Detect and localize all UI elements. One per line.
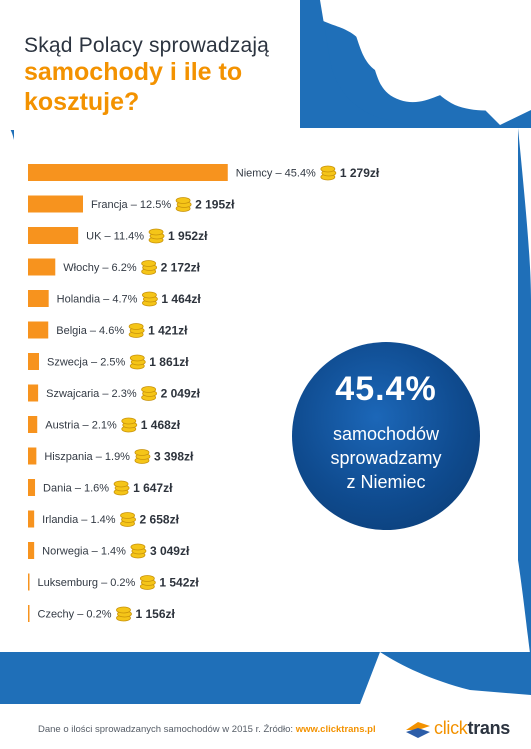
- bar-label: UK – 11.4%: [86, 231, 144, 243]
- coin-stack-icon: [130, 543, 147, 559]
- bar-czechy: [28, 605, 30, 622]
- price-label: 1 156zł: [135, 607, 175, 621]
- bar-label: Luksemburg – 0.2%: [38, 577, 136, 589]
- price-label: 1 421zł: [148, 324, 188, 338]
- bar-label: Austria – 2.1%: [45, 420, 117, 432]
- bar-niemcy: [28, 164, 228, 181]
- price-label: 1 279zł: [340, 166, 380, 180]
- bar-holandia: [28, 290, 49, 307]
- coin-stack-icon: [141, 260, 158, 275]
- coin-stack-icon: [113, 480, 130, 496]
- highlight-line-3: z Niemiec: [346, 472, 426, 492]
- coin-stack-icon: [148, 228, 165, 244]
- bar-irlandia: [28, 510, 35, 528]
- bar-szwecja: [28, 353, 39, 370]
- highlight-circle: 45.4% samochodów sprowadzamy z Niemiec: [292, 342, 480, 530]
- price-label: 2 658zł: [140, 513, 180, 527]
- clicktrans-logo-icon: [406, 722, 430, 738]
- bar-norwegia: [28, 542, 35, 559]
- bar-label: Niemcy – 45.4%: [236, 168, 316, 180]
- bar-hiszpania: [28, 447, 37, 465]
- bar-label: Czechy – 0.2%: [38, 609, 112, 621]
- highlight-percent: 45.4%: [335, 370, 437, 408]
- coin-stack-icon: [116, 606, 132, 622]
- coin-stack-icon: [139, 575, 156, 590]
- coin-stack-icon: [320, 165, 337, 181]
- footer-caption: Dane o ilości sprowadzanych samochodów w…: [38, 724, 294, 735]
- title-line-3: kosztuje?: [24, 88, 140, 116]
- coin-stack-icon: [120, 512, 136, 527]
- title-line-2: samochody i ile to: [24, 58, 243, 86]
- bar-luksemburg: [28, 573, 30, 591]
- bar-chart: Niemcy – 45.4% 1 279zł Francja – 12.5% 2 19…: [28, 164, 380, 622]
- bar-włochy: [28, 258, 56, 276]
- bar-belgia: [28, 321, 49, 339]
- coin-stack-icon: [175, 197, 192, 212]
- bar-label: Francja – 12.5%: [91, 199, 171, 211]
- coin-stack-icon: [128, 323, 145, 338]
- logo-trans: trans: [467, 718, 511, 738]
- footer: Dane o ilości sprowadzanych samochodów w…: [0, 704, 531, 749]
- bar-label: Irlandia – 1.4%: [42, 514, 116, 526]
- price-label: 1 952zł: [168, 229, 208, 243]
- bar-label: Holandia – 4.7%: [57, 294, 138, 306]
- coin-stack-icon: [134, 449, 151, 464]
- coin-stack-icon: [129, 354, 146, 370]
- price-label: 1 647zł: [133, 481, 173, 495]
- bar-szwajcaria: [28, 384, 39, 402]
- price-label: 1 464zł: [161, 292, 201, 306]
- bar-francja: [28, 195, 83, 213]
- bar-label: Szwecja – 2.5%: [47, 357, 125, 369]
- bar-austria: [28, 416, 38, 433]
- price-label: 3 049zł: [150, 544, 190, 558]
- logo-click: click: [434, 718, 468, 738]
- coin-stack-icon: [121, 417, 138, 433]
- clicktrans-logo-text: clicktrans: [434, 718, 510, 739]
- footer-text: Dane o ilości sprowadzanych samochodów w…: [38, 724, 376, 735]
- highlight-line-2: sprowadzamy: [330, 448, 442, 468]
- coin-stack-icon: [142, 291, 158, 307]
- bar-label: Włochy – 6.2%: [63, 262, 137, 274]
- highlight-line-1: samochodów: [332, 424, 440, 444]
- title-line-1: Skąd Polacy sprowadzają: [24, 34, 270, 57]
- price-label: 2 049zł: [161, 387, 201, 401]
- coin-stack-icon: [141, 386, 158, 401]
- price-label: 1 861zł: [149, 355, 189, 369]
- bar-dania: [28, 479, 36, 496]
- bar-label: Hiszpania – 1.9%: [44, 451, 130, 463]
- footer-source-link[interactable]: www.clicktrans.pl: [295, 724, 376, 735]
- price-label: 1 468zł: [141, 418, 181, 432]
- bar-label: Norwegia – 1.4%: [42, 546, 126, 558]
- bar-label: Belgia – 4.6%: [56, 325, 124, 337]
- price-label: 2 195zł: [195, 198, 235, 212]
- price-label: 3 398zł: [154, 450, 194, 464]
- price-label: 2 172zł: [161, 261, 201, 275]
- price-label: 1 542zł: [159, 576, 199, 590]
- bar-label: Dania – 1.6%: [43, 483, 109, 495]
- bar-label: Szwajcaria – 2.3%: [46, 388, 137, 400]
- bar-uk: [28, 227, 79, 244]
